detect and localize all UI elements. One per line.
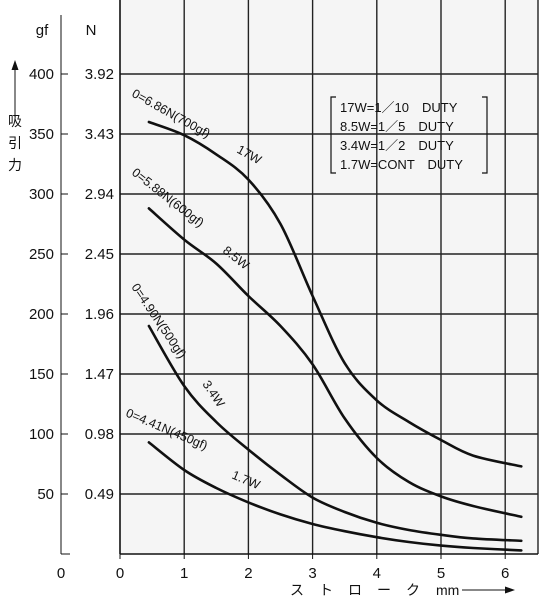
x-axis-unit: mm [436, 582, 459, 598]
series-line-1_7W [147, 441, 523, 552]
y-tick-label-N: 0.49 [85, 486, 114, 503]
legend-entry: 1.7W=CONT DUTY [340, 157, 463, 172]
y-axis-label-char: 吸 [8, 113, 22, 129]
legend-entry: 8.5W=1／5 DUTY [340, 119, 454, 134]
series-line-17W [147, 120, 523, 468]
grid-layer [120, 0, 539, 554]
y-tick-label-gf: 150 [29, 366, 54, 383]
legend-bracket-right [482, 96, 488, 174]
y-tick-label-N: 2.94 [85, 186, 114, 203]
y-tick-label-N: 1.47 [85, 366, 114, 383]
y-axis-label-char: 力 [8, 157, 22, 173]
y-tick-label-N: 0.98 [85, 426, 114, 443]
y-axis-label-char: 引 [8, 135, 22, 151]
x-label-arrow-head [505, 586, 515, 594]
x-tick-label: 1 [180, 565, 188, 582]
plot-background [120, 0, 538, 554]
x-tick-label: 2 [244, 565, 252, 582]
legend-entry: 3.4W=1／2 DUTY [340, 138, 454, 153]
x-tick-label: 6 [501, 565, 509, 582]
y-tick-label-gf: 200 [29, 306, 54, 323]
y-tick-label-N: 3.92 [85, 66, 114, 83]
y-tick-label-gf: 400 [29, 66, 54, 83]
x-tick-label: 5 [437, 565, 445, 582]
y-tick-label-gf: 50 [37, 486, 54, 503]
series-line-8_5W [147, 207, 523, 519]
y-axis-label: 吸引力 [8, 113, 22, 173]
legend-entry: 17W=1／10 DUTY [340, 100, 458, 115]
x-tick-label: 3 [308, 565, 316, 582]
y-tick-label-gf: 350 [29, 126, 54, 143]
y-tick-label-gf: 100 [29, 426, 54, 443]
legend: 17W=1／10 DUTY 8.5W=1／5 DUTY 3.4W=1／2 DUTY 1… [330, 96, 488, 174]
x-tick-label: 4 [373, 565, 381, 582]
legend-bracket-left [330, 96, 336, 174]
x-axis-label-group: ストローク mm [290, 582, 515, 598]
y-tick-label-N: 2.45 [85, 246, 114, 263]
x-axis-label: ストローク [290, 582, 435, 598]
y-tick-label-gf: 300 [29, 186, 54, 203]
y-axis-label-group: 吸引力 [8, 60, 22, 173]
y-label-arrow-head [11, 60, 19, 70]
y-unit-N: N [86, 22, 97, 39]
legend-rows: 17W=1／10 DUTY 8.5W=1／5 DUTY 3.4W=1／2 DUTY 1… [340, 100, 463, 172]
y-zero-label: 0 [57, 565, 65, 582]
y-tick-label-gf: 250 [29, 246, 54, 263]
y-tick-label-N: 1.96 [85, 306, 114, 323]
y-unit-gf: gf [36, 22, 49, 39]
x-tick-label: 0 [116, 565, 124, 582]
y-tick-label-N: 3.43 [85, 126, 114, 143]
series-line-3_4W [147, 324, 523, 543]
